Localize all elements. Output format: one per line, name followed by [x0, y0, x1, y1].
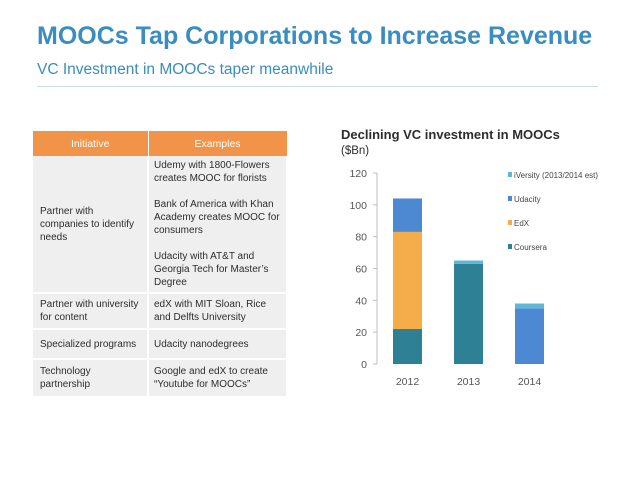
header-examples: Examples: [148, 131, 288, 156]
y-tick-label: 80: [355, 232, 367, 244]
initiative-cell: Technology partnership: [33, 359, 149, 398]
bar-segment: [515, 308, 544, 364]
y-tick-label: 0: [361, 359, 367, 371]
table-row: Partner with university for content edX …: [33, 293, 288, 330]
bar-segment: [454, 260, 483, 264]
example-text: Udacity with AT&T and Georgia Tech for M…: [154, 251, 269, 288]
legend-swatch: [508, 244, 512, 249]
table-row: Technology partnership Google and edX to…: [33, 359, 288, 398]
examples-cell: Udacity nanodegrees: [148, 329, 288, 360]
examples-cell: edX with MIT Sloan, Rice and Delfts Univ…: [148, 293, 288, 330]
header-initiative: Initiative: [33, 131, 149, 156]
table-row: Partner with companies to identify needs…: [33, 156, 288, 294]
x-tick-label: 2013: [457, 376, 481, 388]
bar-segment: [454, 263, 483, 364]
y-tick-label: 120: [349, 168, 367, 180]
initiative-cell: Partner with companies to identify needs: [33, 156, 149, 294]
example-text: Bank of America with Khan Academy create…: [154, 199, 280, 236]
y-tick-label: 60: [355, 264, 367, 276]
slide-title: MOOCs Tap Corporations to Increase Reven…: [37, 22, 593, 50]
example-text: Udemy with 1800-Flowers creates MOOC for…: [154, 160, 270, 184]
y-tick-label: 20: [355, 327, 367, 339]
examples-cell: Udemy with 1800-Flowers creates MOOC for…: [148, 156, 288, 294]
table-header-row: Initiative Examples: [33, 131, 288, 156]
initiative-cell: Specialized programs: [33, 329, 149, 360]
initiatives-table: Initiative Examples Partner with compani…: [33, 131, 288, 398]
legend-label: EdX: [514, 219, 530, 228]
bar-segment: [393, 198, 422, 232]
chart-unit-label: ($Bn): [341, 145, 370, 157]
legend-swatch: [508, 220, 512, 225]
example-text: Udacity nanodegrees: [154, 338, 249, 350]
title-divider: [37, 86, 598, 87]
slide-subtitle: VC Investment in MOOCs taper meanwhile: [37, 61, 334, 78]
legend-swatch: [508, 172, 512, 177]
legend-label: Udacity: [514, 195, 541, 204]
examples-cell: Google and edX to create “Youtube for MO…: [148, 359, 288, 398]
legend-label: iVersity (2013/2014 est): [514, 171, 598, 180]
bar-segment: [515, 303, 544, 309]
initiative-cell: Partner with university for content: [33, 293, 149, 330]
y-tick-label: 100: [349, 200, 367, 212]
investment-chart: 0 20 40 60 80 100 120 2012 2013 2014 iVersity (201…: [349, 168, 598, 388]
x-tick-label: 2014: [518, 376, 542, 388]
bar-segment: [393, 328, 422, 364]
legend-swatch: [508, 196, 512, 201]
chart-title: Declining VC investment in MOOCs: [341, 127, 560, 142]
legend-label: Coursera: [514, 243, 547, 252]
bar-segment: [393, 231, 422, 329]
example-text: edX with MIT Sloan, Rice and Delfts Univ…: [154, 299, 267, 323]
x-tick-label: 2012: [396, 376, 420, 388]
table-row: Specialized programs Udacity nanodegrees: [33, 329, 288, 360]
example-text: Google and edX to create “Youtube for MO…: [154, 366, 268, 390]
y-tick-label: 40: [355, 295, 367, 307]
